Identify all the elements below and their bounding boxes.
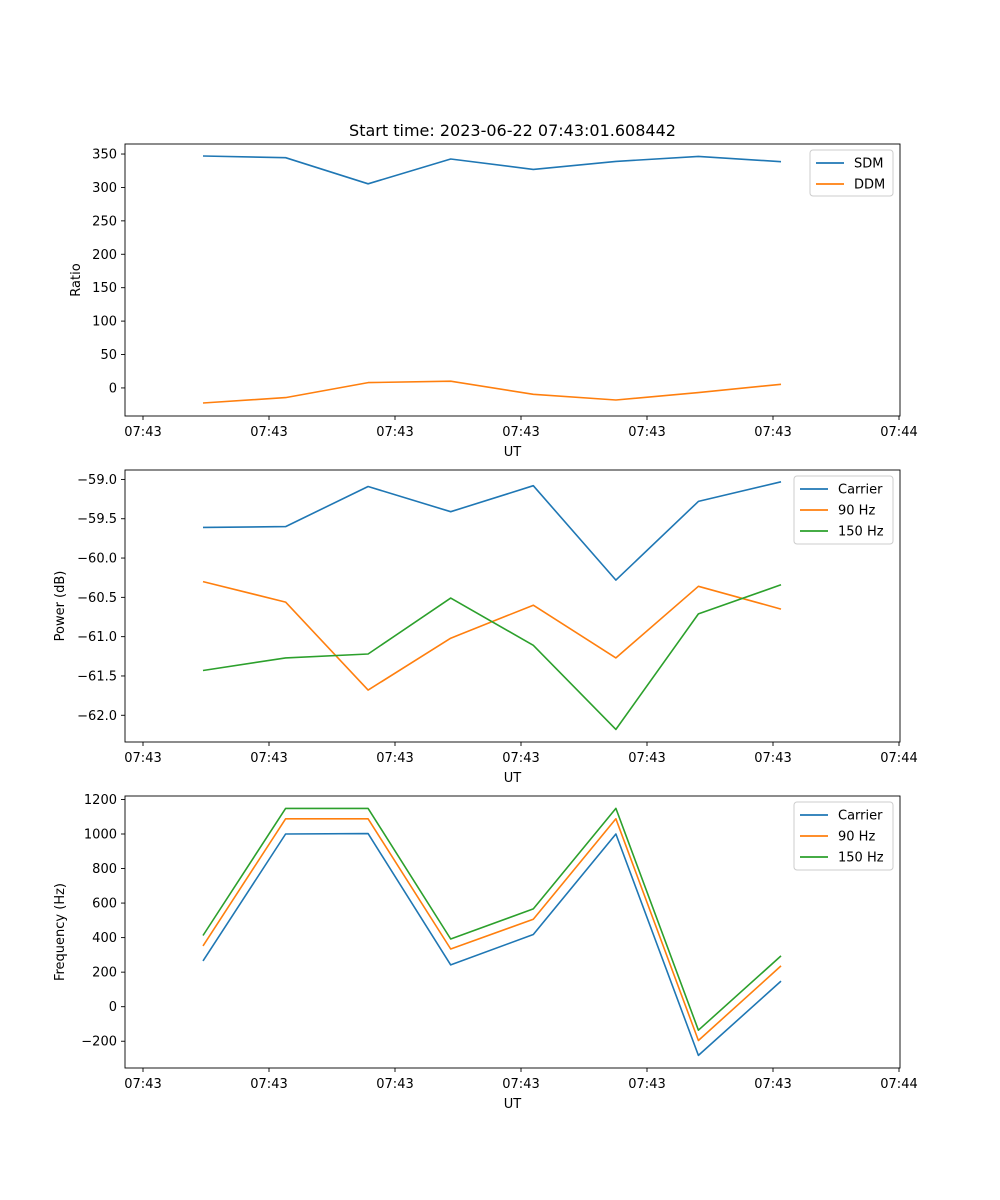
y-tick-label: 0	[109, 1000, 117, 1015]
x-tick-label: 07:43	[376, 751, 413, 766]
y-tick-label: 400	[92, 931, 117, 946]
legend-label: Carrier	[838, 809, 883, 824]
x-tick-label: 07:43	[250, 1077, 287, 1092]
y-tick-label: 0	[109, 381, 117, 396]
x-tick-label: 07:43	[124, 751, 161, 766]
y-tick-label: 1200	[84, 793, 117, 808]
plot-area-frame	[124, 795, 901, 1069]
y-tick-label: 1000	[84, 827, 117, 842]
series-line-carrier	[202, 832, 782, 1057]
y-tick-label: −61.0	[77, 630, 117, 645]
legend: SDM DDM	[809, 149, 894, 197]
y-tick-label: −61.5	[77, 669, 117, 684]
chart-title: Start time: 2023-06-22 07:43:01.608442	[349, 121, 676, 140]
legend: Carrier 90 Hz 150 Hz	[793, 475, 894, 545]
x-tick-label: 07:43	[502, 425, 539, 440]
y-tick-label: −60.5	[77, 591, 117, 606]
x-tick-label: 07:43	[376, 1077, 413, 1092]
x-tick-label: 07:43	[628, 751, 665, 766]
plot-area-frame	[124, 143, 901, 417]
x-tick-label: 07:43	[124, 425, 161, 440]
y-tick-label: 200	[92, 966, 117, 981]
x-tick-label: 07:43	[628, 1077, 665, 1092]
chart-panel-3: 07:43 07:43 07:43 07:43 07:43 07:43 07:44 UT −20…	[53, 793, 918, 1112]
x-axis-label: UT	[504, 445, 522, 460]
legend-label: 90 Hz	[838, 830, 875, 845]
legend: Carrier 90 Hz 150 Hz	[793, 801, 894, 871]
series-line-150-hz	[202, 584, 782, 731]
x-tick-label: 07:43	[502, 1077, 539, 1092]
x-tick-label: 07:43	[628, 425, 665, 440]
y-tick-label: 250	[92, 214, 117, 229]
x-tick-label: 07:44	[880, 1077, 917, 1092]
chart-panel-2: 07:43 07:43 07:43 07:43 07:43 07:43 07:44 UT −62…	[53, 469, 918, 786]
y-tick-label: 800	[92, 862, 117, 877]
y-tick-label: 350	[92, 148, 117, 163]
chart-panel-1: Start time: 2023-06-22 07:43:01.608442 07…	[69, 121, 918, 460]
y-tick-label: −60.0	[77, 552, 117, 567]
x-axis-label: UT	[504, 771, 522, 786]
x-tick-label: 07:43	[754, 1077, 791, 1092]
x-axis-label: UT	[504, 1097, 522, 1112]
legend-label: SDM	[854, 157, 883, 172]
y-axis-label: Power (dB)	[53, 571, 68, 642]
x-tick-label: 07:43	[376, 425, 413, 440]
y-axis-label: Frequency (Hz)	[53, 883, 68, 981]
y-tick-label: −200	[81, 1035, 117, 1050]
series-line-ddm	[202, 380, 782, 404]
y-tick-label: 200	[92, 248, 117, 263]
y-tick-label: 50	[100, 348, 117, 363]
series-line-90-hz	[202, 817, 782, 1042]
y-tick-label: 150	[92, 281, 117, 296]
legend-box	[793, 475, 894, 545]
legend-label: 150 Hz	[838, 851, 884, 866]
plot-area-frame	[124, 469, 901, 743]
y-tick-label: 600	[92, 897, 117, 912]
y-tick-label: −59.5	[77, 512, 117, 527]
series-line-150-hz	[202, 807, 782, 1031]
x-tick-label: 07:44	[880, 751, 917, 766]
y-axis-label: Ratio	[69, 263, 84, 296]
x-tick-label: 07:43	[502, 751, 539, 766]
series-line-sdm	[202, 155, 782, 185]
series-line-90-hz	[202, 580, 782, 691]
x-tick-label: 07:43	[124, 1077, 161, 1092]
x-tick-label: 07:44	[880, 425, 917, 440]
legend-label: 90 Hz	[838, 504, 875, 519]
y-tick-label: 300	[92, 181, 117, 196]
x-tick-label: 07:43	[754, 425, 791, 440]
legend-label: Carrier	[838, 483, 883, 498]
legend-label: DDM	[854, 178, 885, 193]
y-tick-label: 100	[92, 315, 117, 330]
x-tick-label: 07:43	[754, 751, 791, 766]
y-tick-label: −62.0	[77, 709, 117, 724]
y-tick-label: −59.0	[77, 473, 117, 488]
series-line-carrier	[202, 481, 782, 581]
legend-box	[793, 801, 894, 871]
x-tick-label: 07:43	[250, 751, 287, 766]
legend-label: 150 Hz	[838, 525, 884, 540]
x-tick-label: 07:43	[250, 425, 287, 440]
